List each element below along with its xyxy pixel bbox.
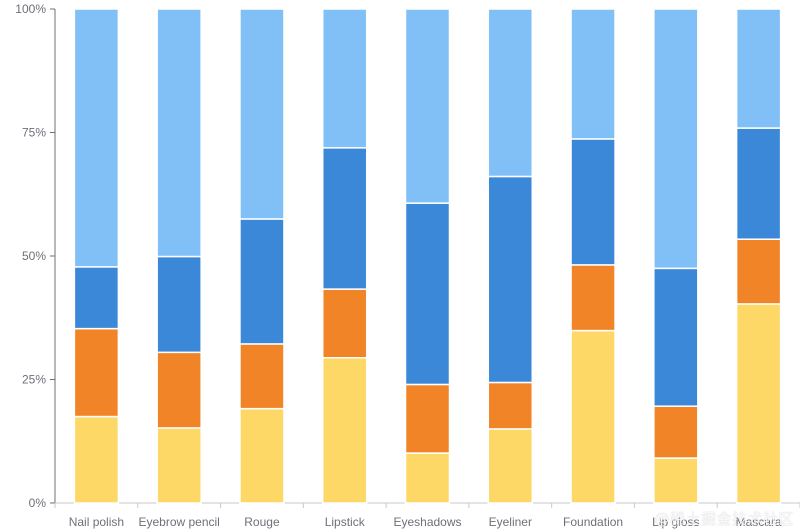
bar-segment: [570, 138, 616, 266]
bar-segment: [156, 351, 202, 429]
bar-segment: [321, 147, 368, 290]
bar-segment: [73, 415, 120, 504]
bar-segment: [570, 329, 616, 504]
x-tick-label: Eyeliner: [489, 515, 532, 529]
x-tick-label: Foundation: [563, 515, 623, 529]
bar-segment: [487, 8, 534, 178]
y-tick-label: 75%: [22, 126, 46, 140]
bar-segment: [73, 8, 120, 268]
bar-segment: [653, 405, 699, 459]
bar-segment: [156, 8, 202, 258]
bar-segment: [239, 407, 285, 504]
bar-segment: [73, 327, 120, 418]
x-tick-label: Eyeshadows: [393, 515, 461, 529]
bar-segment: [487, 381, 534, 430]
y-tick-label: 50%: [22, 249, 46, 263]
bar-segment: [73, 266, 120, 330]
bar-segment: [321, 8, 368, 149]
bar-segment: [735, 127, 782, 240]
bar-segment: [570, 8, 616, 140]
bar-segment: [653, 8, 699, 270]
bar-segment: [404, 383, 451, 454]
bar-segment: [156, 427, 202, 504]
bar-segment: [404, 8, 451, 204]
bar-segment: [735, 303, 782, 504]
x-tick-label: Nail polish: [69, 515, 124, 529]
bar-segment: [653, 457, 699, 504]
bar-segment: [156, 255, 202, 354]
bar-segment: [239, 343, 285, 410]
bar-segment: [404, 452, 451, 504]
bar-segment: [653, 267, 699, 407]
bar-segment: [239, 8, 285, 220]
bar-segment: [487, 428, 534, 504]
y-tick-label: 0%: [29, 496, 47, 510]
bar-segment: [735, 238, 782, 305]
bar-segment: [487, 175, 534, 384]
bar-segment: [404, 202, 451, 386]
y-tick-label: 25%: [22, 373, 46, 387]
x-tick-label: Lip gloss: [652, 515, 699, 529]
x-tick-label: Mascara: [736, 515, 782, 529]
y-tick-label: 100%: [15, 2, 46, 16]
bar-segment: [239, 218, 285, 345]
x-tick-label: Lipstick: [325, 515, 366, 529]
bar-segment: [735, 8, 782, 129]
bar-segment: [570, 264, 616, 332]
bar-segment: [321, 288, 368, 359]
x-tick-label: Rouge: [244, 515, 280, 529]
bar-segment: [321, 357, 368, 504]
x-tick-label: Eyebrow pencil: [138, 515, 219, 529]
